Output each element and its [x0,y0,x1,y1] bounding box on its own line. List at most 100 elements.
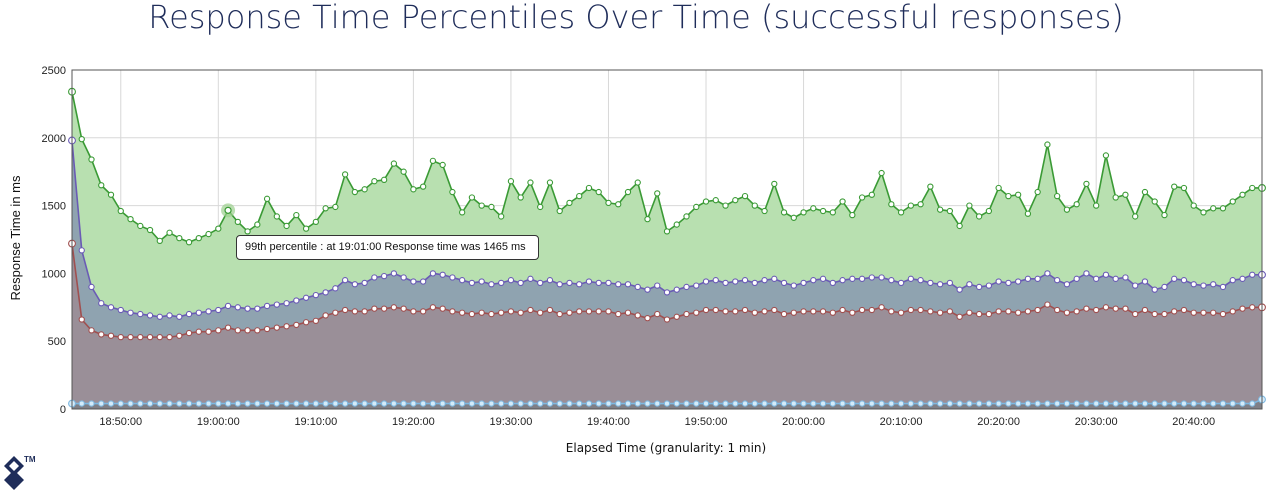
data-point-99th-percentile[interactable] [849,211,856,219]
data-point-95th-percentile[interactable] [419,278,427,285]
data-point-50th-percentile[interactable] [585,400,593,407]
data-point-99th-percentile[interactable] [1171,183,1178,190]
data-point-90th-percentile[interactable] [322,312,329,319]
data-point-90th-percentile[interactable] [537,309,544,316]
data-point-95th-percentile[interactable] [1249,271,1256,278]
data-point-95th-percentile[interactable] [566,279,573,287]
data-point-99th-percentile[interactable] [790,214,797,221]
data-point-99th-percentile[interactable] [702,198,710,205]
data-point-99th-percentile[interactable] [693,203,700,211]
data-point-95th-percentile[interactable] [439,271,446,278]
data-point-50th-percentile[interactable] [400,400,407,407]
data-point-99th-percentile[interactable] [127,216,134,223]
data-point-90th-percentile[interactable] [790,309,797,316]
data-point-99th-percentile[interactable] [673,221,680,228]
data-point-99th-percentile[interactable] [78,136,85,143]
data-point-50th-percentile[interactable] [1151,400,1158,407]
data-point-90th-percentile[interactable] [400,305,407,312]
data-point-99th-percentile[interactable] [663,228,671,235]
data-point-95th-percentile[interactable] [468,279,476,287]
data-point-90th-percentile[interactable] [585,308,593,315]
data-point-95th-percentile[interactable] [644,286,651,293]
data-point-50th-percentile[interactable] [302,400,310,407]
data-point-50th-percentile[interactable] [390,400,398,407]
data-point-50th-percentile[interactable] [146,400,154,407]
data-point-50th-percentile[interactable] [1083,400,1090,407]
data-point-99th-percentile[interactable] [146,226,154,234]
data-point-90th-percentile[interactable] [1219,310,1227,318]
data-point-99th-percentile[interactable] [156,237,163,245]
data-point-90th-percentile[interactable] [390,304,398,311]
data-point-99th-percentile[interactable] [98,182,105,189]
data-point-95th-percentile[interactable] [966,281,973,288]
data-point-50th-percentile[interactable] [1141,400,1149,407]
data-point-90th-percentile[interactable] [975,310,983,318]
data-point-50th-percentile[interactable] [176,400,183,407]
data-point-90th-percentile[interactable] [1093,306,1100,314]
data-point-50th-percentile[interactable] [624,400,632,407]
data-point-50th-percentile[interactable] [1190,400,1197,407]
data-point-99th-percentile[interactable] [234,218,241,226]
data-point-90th-percentile[interactable] [878,304,885,311]
data-point-90th-percentile[interactable] [761,308,768,315]
data-point-90th-percentile[interactable] [127,333,134,341]
data-point-90th-percentile[interactable] [1239,305,1246,312]
data-point-99th-percentile[interactable] [459,209,466,216]
data-point-50th-percentile[interactable] [351,400,359,407]
data-point-50th-percentile[interactable] [1239,400,1246,407]
data-point-99th-percentile[interactable] [498,213,505,220]
data-point-90th-percentile[interactable] [556,310,563,318]
data-point-90th-percentile[interactable] [702,306,710,314]
data-point-90th-percentile[interactable] [263,325,271,333]
data-point-50th-percentile[interactable] [1044,400,1051,407]
data-point-90th-percentile[interactable] [849,309,856,316]
data-point-99th-percentile[interactable] [283,222,290,230]
data-point-95th-percentile[interactable] [1132,282,1139,289]
data-point-90th-percentile[interactable] [1229,308,1236,315]
data-point-50th-percentile[interactable] [946,400,954,407]
data-point-90th-percentile[interactable] [273,324,280,331]
data-point-99th-percentile[interactable] [595,188,602,196]
data-point-99th-percentile[interactable] [1210,205,1217,212]
data-point-90th-percentile[interactable] [917,306,924,314]
data-point-50th-percentile[interactable] [1054,400,1061,407]
data-point-90th-percentile[interactable] [488,310,495,318]
data-point-50th-percentile[interactable] [537,400,544,407]
data-point-95th-percentile[interactable] [107,304,115,311]
data-point-50th-percentile[interactable] [517,400,524,407]
data-point-99th-percentile[interactable] [868,191,875,198]
data-point-50th-percentile[interactable] [761,400,768,407]
data-point-95th-percentile[interactable] [888,277,895,284]
data-point-95th-percentile[interactable] [1151,286,1158,293]
data-point-95th-percentile[interactable] [975,283,983,291]
data-point-95th-percentile[interactable] [839,277,846,284]
data-point-90th-percentile[interactable] [176,332,183,339]
data-point-90th-percentile[interactable] [468,310,476,318]
data-point-50th-percentile[interactable] [741,400,749,407]
data-point-50th-percentile[interactable] [98,400,105,407]
data-point-50th-percentile[interactable] [693,400,700,407]
data-point-99th-percentile[interactable] [858,194,866,201]
data-point-95th-percentile[interactable] [195,309,202,316]
data-point-95th-percentile[interactable] [224,302,232,310]
data-point-90th-percentile[interactable] [1024,308,1032,315]
data-point-50th-percentile[interactable] [1249,400,1256,407]
data-point-99th-percentile[interactable] [936,206,944,213]
data-point-99th-percentile[interactable] [1112,194,1119,201]
data-point-90th-percentile[interactable] [693,309,700,316]
data-point-50th-percentile[interactable] [663,400,671,407]
data-point-95th-percentile[interactable] [429,270,437,277]
data-point-99th-percentile[interactable] [478,202,485,209]
data-point-95th-percentile[interactable] [507,277,515,284]
data-point-90th-percentile[interactable] [312,317,320,325]
data-point-99th-percentile[interactable] [1229,198,1236,205]
data-point-99th-percentile[interactable] [439,161,446,169]
data-point-90th-percentile[interactable] [858,306,866,314]
data-point-99th-percentile[interactable] [800,209,807,216]
data-point-99th-percentile[interactable] [780,209,788,216]
data-point-95th-percentile[interactable] [868,274,875,281]
data-point-90th-percentile[interactable] [771,306,778,314]
data-point-95th-percentile[interactable] [556,281,563,288]
data-point-50th-percentile[interactable] [576,400,583,407]
data-point-95th-percentile[interactable] [1093,275,1100,282]
